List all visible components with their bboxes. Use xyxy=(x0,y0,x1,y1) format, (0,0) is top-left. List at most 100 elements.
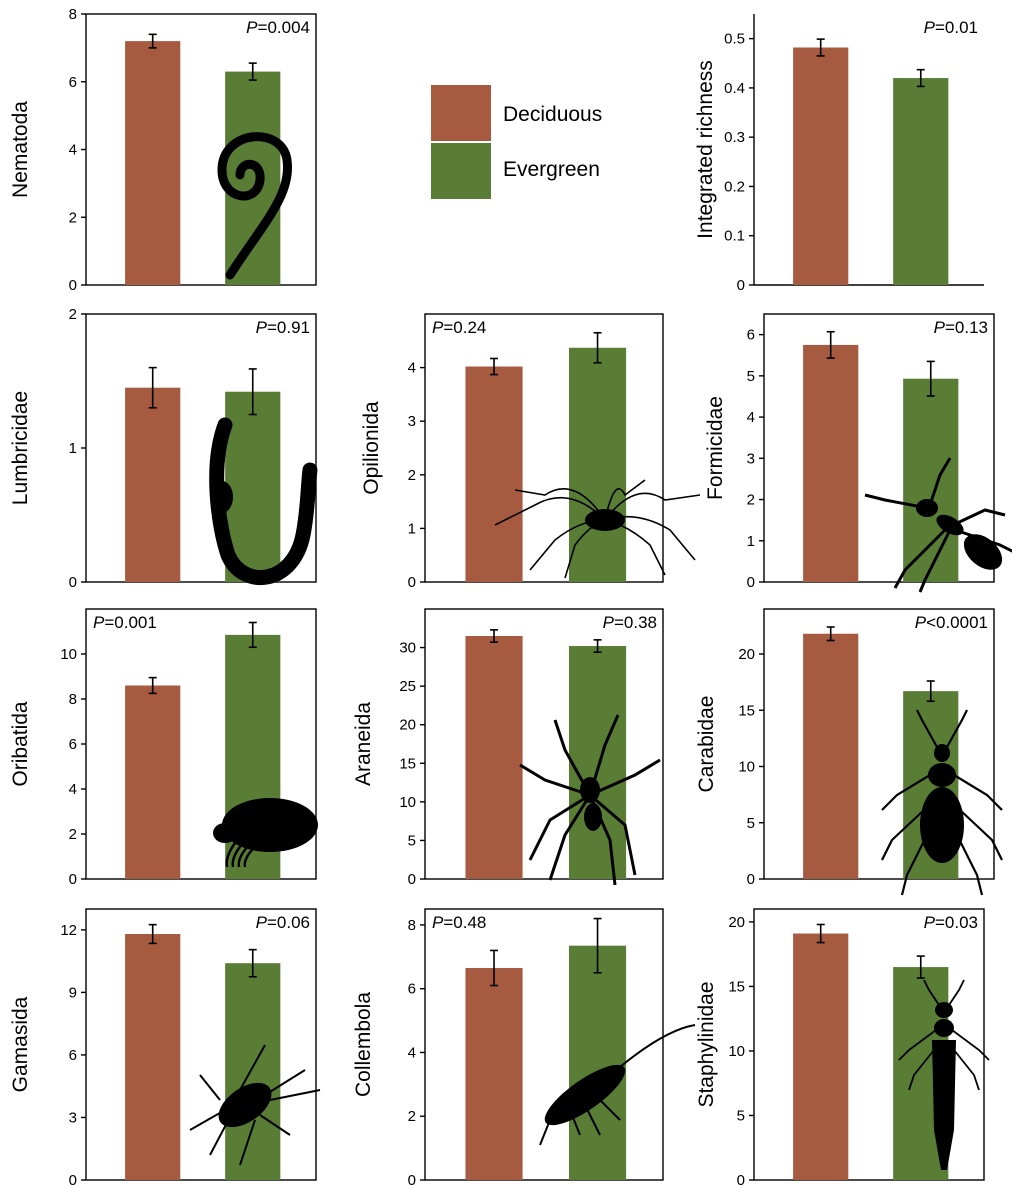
y-tick-label: 2 xyxy=(69,209,77,226)
bar-evergreen xyxy=(903,378,959,582)
panel-formicidae: 0 1 2 3 4 5 6 Formicidae P=0.13 xyxy=(704,313,1012,593)
y-axis-label: Nematoda xyxy=(9,101,32,198)
p-value: P=0.91 xyxy=(256,318,310,337)
error-bar-deciduous xyxy=(826,626,835,642)
p-value: P=0.06 xyxy=(256,913,310,932)
panel-carabidae: 0 5 10 15 20 Carabidae P<0.0001 xyxy=(695,608,1003,896)
y-tick-label: 2 xyxy=(69,306,77,323)
error-bar-deciduous xyxy=(148,366,157,409)
error-bar-deciduous xyxy=(148,923,157,945)
bar-deciduous xyxy=(465,636,523,879)
y-tick-label: 20 xyxy=(728,914,745,931)
legend-swatch-deciduous xyxy=(431,85,491,141)
y-tick-label: 20 xyxy=(399,717,416,734)
y-tick-label: 5 xyxy=(747,815,755,832)
bar-evergreen xyxy=(893,78,949,286)
plot-frame xyxy=(424,313,664,583)
p-value: P=0.03 xyxy=(924,913,978,932)
y-tick-label: 4 xyxy=(408,1044,416,1061)
y-tick-label: 9 xyxy=(69,984,77,1001)
panel-staphylinidae: 0 5 10 15 20 Staphylinidae P=0.03 xyxy=(695,908,990,1188)
error-bar-evergreen xyxy=(248,62,257,81)
panel-nematoda: 0 2 4 6 8 Nematoda P=0.004 xyxy=(9,6,317,294)
y-tick-label: 6 xyxy=(747,327,755,344)
bar-evergreen xyxy=(225,963,281,1180)
bar-evergreen xyxy=(568,945,627,1180)
y-tick-label: 6 xyxy=(69,1047,77,1064)
panel-integrated-richness: 0 0.1 0.2 0.3 0.4 0.5 Integrated richness P=0.0… xyxy=(694,14,984,294)
p-value: P=0.24 xyxy=(432,318,486,337)
y-axis-label: Oribatida xyxy=(9,701,32,787)
error-bar-evergreen xyxy=(248,948,257,978)
y-tick-label: 8 xyxy=(408,917,416,934)
bar-deciduous xyxy=(125,934,181,1180)
y-tick-label: 0 xyxy=(69,574,77,591)
legend: Deciduous Evergreen xyxy=(431,85,602,199)
error-bar-evergreen xyxy=(593,917,602,974)
legend-swatch-evergreen xyxy=(431,143,491,199)
y-tick-label: 8 xyxy=(69,691,77,708)
error-bar-evergreen xyxy=(916,955,925,979)
y-tick-label: 0 xyxy=(408,574,416,591)
y-tick-label: 5 xyxy=(737,1107,745,1124)
harvestman-icon xyxy=(494,479,701,579)
ground-beetle-icon xyxy=(881,709,1003,896)
y-tick-label: 30 xyxy=(399,640,416,657)
y-tick-label: 25 xyxy=(399,678,416,695)
error-bar-deciduous xyxy=(148,676,157,695)
y-tick-label: 0.5 xyxy=(724,31,745,48)
bar-evergreen xyxy=(225,71,281,286)
y-tick-label: 12 xyxy=(60,922,77,939)
bar-deciduous xyxy=(125,387,181,582)
y-tick-label: 2 xyxy=(69,826,77,843)
plot-frame xyxy=(763,313,995,583)
legend-label-evergreen: Evergreen xyxy=(503,158,600,181)
bar-deciduous xyxy=(465,366,523,582)
y-axis-label: Integrated richness xyxy=(694,60,717,239)
bar-evergreen xyxy=(568,646,627,879)
y-tick-label: 0 xyxy=(69,277,77,294)
y-tick-label: 10 xyxy=(399,794,416,811)
y-tick-label: 0 xyxy=(69,1172,77,1188)
y-tick-label: 20 xyxy=(738,646,755,663)
bar-deciduous xyxy=(465,967,523,1180)
y-tick-label: 5 xyxy=(408,832,416,849)
error-bar-deciduous xyxy=(148,33,157,49)
y-tick-label: 0.2 xyxy=(724,178,745,195)
error-bar-evergreen xyxy=(926,360,935,397)
y-tick-label: 15 xyxy=(728,978,745,995)
error-bar-evergreen xyxy=(248,368,257,416)
y-tick-label: 0.4 xyxy=(724,80,745,97)
p-value: P=0.38 xyxy=(603,613,657,632)
panel-oribatida: 0 2 4 6 8 10 Oribatida P=0.001 xyxy=(9,608,318,888)
bar-deciduous xyxy=(793,47,849,285)
error-bar-evergreen xyxy=(593,639,602,654)
plot-frame xyxy=(85,313,317,583)
y-tick-label: 0 xyxy=(408,871,416,888)
y-tick-label: 4 xyxy=(747,409,755,426)
error-bar-deciduous xyxy=(826,330,835,359)
panel-araneida: 0 5 10 15 20 25 30 Araneida P=0.38 xyxy=(352,608,664,888)
legend-label-deciduous: Deciduous xyxy=(503,103,602,126)
y-tick-label: 5 xyxy=(747,368,755,385)
y-tick-label: 6 xyxy=(69,736,77,753)
p-value: P=0.004 xyxy=(246,18,310,37)
y-tick-label: 6 xyxy=(69,74,77,91)
y-tick-label: 4 xyxy=(69,142,77,159)
y-tick-label: 15 xyxy=(738,702,755,719)
plot-frame xyxy=(424,908,664,1181)
y-tick-label: 10 xyxy=(728,1043,745,1060)
y-axis-label: Opilionida xyxy=(360,401,383,495)
error-bar-evergreen xyxy=(248,621,257,649)
y-tick-label: 1 xyxy=(408,520,416,537)
y-tick-label: 6 xyxy=(408,981,416,998)
error-bar-deciduous xyxy=(490,949,499,987)
y-tick-label: 0 xyxy=(747,574,755,591)
y-axis-label: Staphylinidae xyxy=(695,981,718,1107)
y-axis-label: Collembola xyxy=(352,992,375,1097)
nematode-icon xyxy=(217,132,293,280)
spider-icon xyxy=(519,714,661,886)
bar-deciduous xyxy=(125,685,181,879)
y-axis-label: Lumbricidae xyxy=(9,391,32,505)
